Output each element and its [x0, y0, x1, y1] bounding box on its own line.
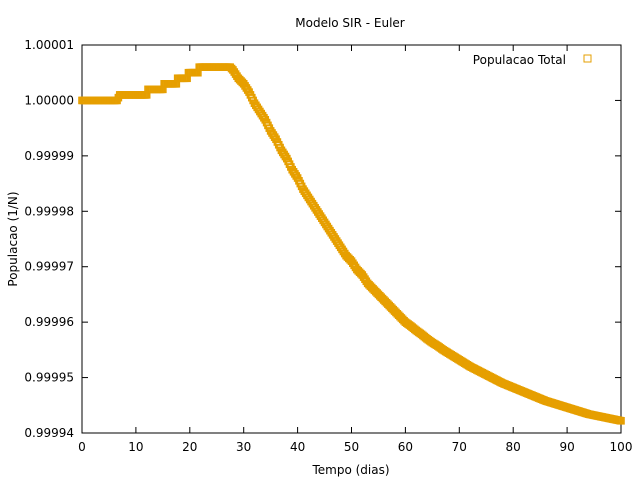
legend-marker: [583, 54, 592, 63]
y-tick-label: 0.99997: [24, 260, 74, 274]
x-tick-label: 60: [398, 440, 413, 454]
y-tick-label: 0.99994: [24, 426, 74, 440]
y-axis-title: Populacao (1/N): [6, 191, 20, 286]
legend-label: Populacao Total: [473, 53, 566, 67]
plot-frame: [81, 44, 622, 434]
x-tick-label: 40: [290, 440, 305, 454]
y-tick-label: 1.00001: [24, 38, 74, 52]
x-tick-label: 30: [236, 440, 251, 454]
y-tick-label: 1.00000: [24, 93, 74, 107]
chart-title: Modelo SIR - Euler: [295, 16, 405, 30]
x-tick-label: 20: [182, 440, 197, 454]
x-tick-label: 0: [78, 440, 86, 454]
y-tick-label: 0.99999: [24, 149, 74, 163]
x-axis-ticks: 0 10 20 30 40 50 60 70 80 90 100: [78, 45, 632, 454]
x-axis-title: Tempo (dias): [311, 463, 389, 477]
x-tick-label: 70: [452, 440, 467, 454]
x-tick-label: 100: [610, 440, 633, 454]
legend: Populacao Total: [473, 53, 592, 67]
y-tick-label: 0.99995: [24, 371, 74, 385]
data-points: [78, 63, 625, 425]
y-axis-ticks: 0.99994 0.99995 0.99996 0.99997 0.99998 0.999…: [24, 38, 621, 440]
data-point: [617, 417, 625, 425]
x-tick-label: 90: [559, 440, 574, 454]
y-tick-label: 0.99998: [24, 204, 74, 218]
x-tick-label: 10: [128, 440, 143, 454]
x-tick-label: 80: [506, 440, 521, 454]
y-tick-label: 0.99996: [24, 315, 74, 329]
x-tick-label: 50: [344, 440, 359, 454]
